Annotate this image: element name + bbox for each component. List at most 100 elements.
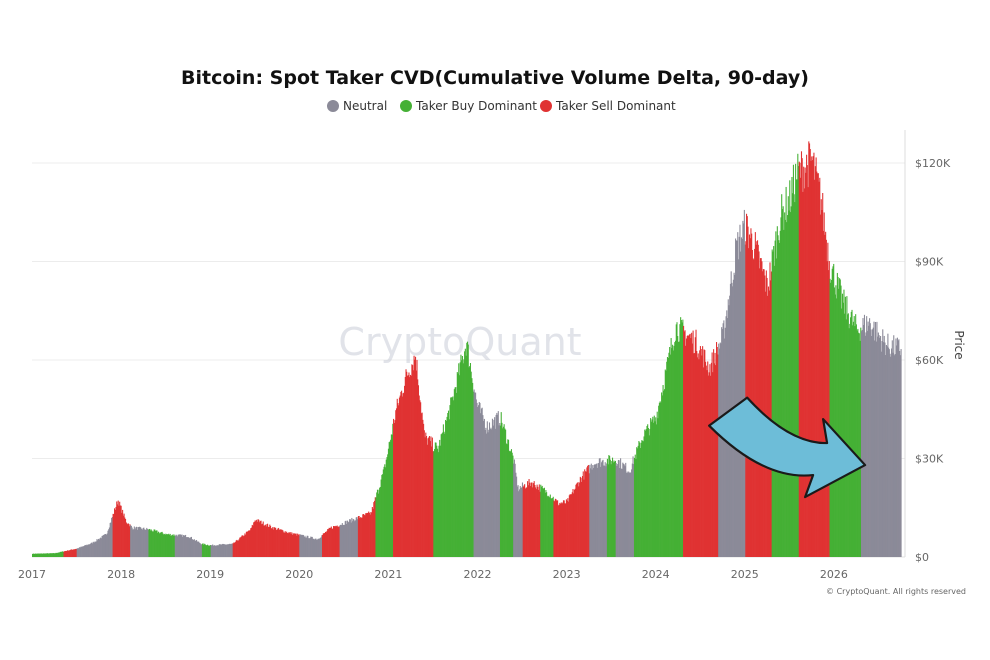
price-bar: [667, 357, 669, 557]
price-bar: [87, 544, 89, 557]
price-bar: [355, 517, 357, 557]
price-bar: [472, 391, 474, 557]
price-bar: [618, 460, 620, 557]
price-bar: [706, 370, 708, 557]
price-bar: [114, 509, 116, 557]
price-bar: [434, 442, 436, 557]
price-bar: [562, 500, 565, 557]
price-bar: [214, 545, 216, 557]
price-bar: [125, 522, 127, 557]
price-bar: [44, 553, 46, 557]
price-bar: [493, 419, 495, 557]
price-bar: [658, 402, 660, 557]
price-bar: [621, 468, 623, 557]
price-bar: [72, 549, 74, 557]
price-bar: [64, 551, 67, 557]
price-bar: [566, 500, 568, 557]
price-bar: [163, 533, 165, 557]
price-bar: [108, 527, 110, 557]
price-bar: [278, 527, 280, 557]
y-axis-ticks: $0 $30K $60K $90K $120K: [915, 157, 951, 564]
price-bar: [487, 432, 489, 557]
price-bar: [579, 482, 581, 557]
price-bar: [404, 376, 406, 557]
price-bar: [390, 434, 392, 557]
price-bar: [816, 171, 818, 557]
price-bar: [382, 474, 384, 557]
price-bar: [721, 329, 723, 557]
price-bar: [420, 413, 422, 557]
price-bar: [647, 424, 649, 557]
price-bar: [328, 527, 330, 557]
price-bar: [379, 487, 381, 557]
price-bar: [133, 526, 135, 557]
price-bar: [668, 352, 670, 557]
price-bar: [751, 233, 753, 557]
price-bar: [201, 544, 203, 557]
price-bar: [432, 451, 434, 557]
price-bar: [69, 550, 71, 557]
price-bar: [64, 551, 66, 557]
price-bar: [770, 271, 772, 557]
price-bar: [481, 407, 483, 557]
price-bar: [617, 464, 619, 557]
price-bar: [90, 542, 92, 557]
price-bar: [172, 535, 174, 557]
y-tick-label: $90K: [915, 256, 944, 269]
price-bar: [189, 538, 191, 557]
price-bar: [122, 509, 124, 557]
price-bar: [653, 415, 655, 557]
price-bar: [573, 493, 575, 557]
price-bar: [218, 545, 220, 557]
price-bar: [168, 533, 170, 557]
price-bar: [782, 206, 784, 557]
price-bar: [164, 534, 166, 557]
price-bar: [813, 152, 815, 557]
price-bar: [774, 240, 776, 557]
price-bar: [868, 325, 870, 557]
price-bar: [539, 491, 541, 557]
price-bar: [322, 535, 324, 557]
price-bar: [873, 321, 875, 557]
price-bar: [308, 538, 310, 557]
price-bar: [817, 173, 819, 557]
price-bar: [110, 522, 112, 557]
price-bar: [492, 425, 494, 557]
price-bar: [861, 329, 863, 557]
price-bar: [395, 408, 398, 557]
price-bar: [848, 328, 850, 557]
price-bar: [163, 534, 165, 557]
price-bar: [149, 528, 151, 557]
price-bar: [205, 545, 207, 557]
price-bar: [538, 484, 540, 557]
price-bar: [497, 414, 499, 557]
bars: [32, 141, 902, 558]
price-bar: [688, 336, 690, 557]
price-bar: [612, 462, 614, 557]
price-bar: [401, 396, 403, 557]
price-bar: [129, 524, 131, 557]
arrow-icon: [708, 396, 867, 499]
price-bar: [274, 527, 276, 557]
price-bar: [141, 529, 143, 557]
legend-marker: [540, 100, 552, 112]
price-bar: [344, 521, 346, 557]
price-bar: [798, 161, 800, 558]
price-bar: [144, 529, 146, 557]
price-bar: [409, 377, 411, 557]
price-bar: [276, 529, 278, 557]
legend-item[interactable]: Taker Buy Dominant: [400, 99, 537, 113]
price-bar: [541, 485, 543, 557]
price-bar: [108, 529, 110, 557]
price-bar: [304, 535, 306, 557]
legend-item[interactable]: Neutral: [327, 99, 387, 113]
legend-item[interactable]: Taker Sell Dominant: [540, 99, 676, 113]
price-bar: [289, 532, 291, 557]
price-bar: [612, 457, 614, 557]
price-bar: [86, 545, 88, 557]
price-bar: [48, 553, 50, 557]
price-bar: [311, 536, 313, 557]
price-bar: [283, 532, 285, 557]
price-bar: [56, 552, 58, 557]
price-bar: [97, 538, 99, 557]
